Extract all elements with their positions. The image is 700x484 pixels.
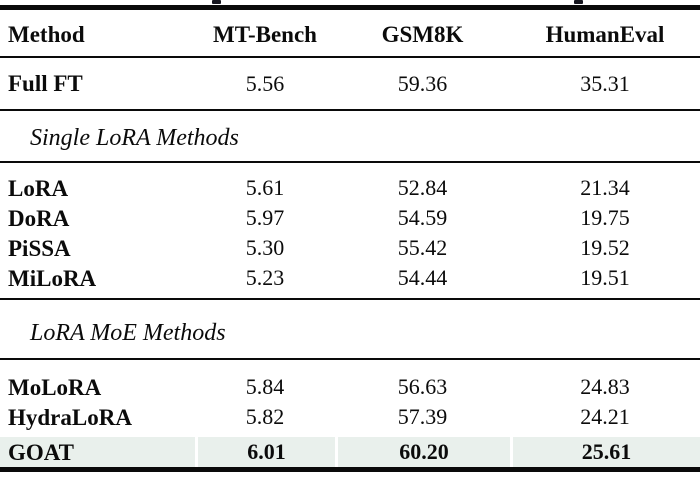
value-cell: 59.36 [397,70,448,96]
value-cell: 19.75 [580,205,630,230]
section-rule [0,161,700,163]
section-header-label: Single LoRA Methods [30,125,239,151]
section-rule [0,109,700,111]
method-cell: PiSSA [8,235,71,261]
value-cell: 5.56 [245,70,285,96]
value-cell: 24.83 [580,374,630,399]
table-row: DoRA 5.97 54.59 19.75 [0,203,700,233]
table-row: HydraLoRA 5.82 57.39 24.21 [0,402,700,432]
value-cell: 5.82 [245,404,285,429]
header-rule [0,56,700,58]
value-cell: 60.20 [335,437,510,467]
value-cell: 5.30 [245,235,285,260]
method-cell: LoRA [8,175,69,201]
value-cell: 21.34 [580,175,630,200]
value-cell: 25.61 [510,437,700,467]
cropped-caption-fragment [212,0,221,4]
method-cell: GOAT [0,437,195,467]
value-cell: 5.23 [245,265,285,290]
value-cell: 5.61 [245,175,285,200]
table-row: PiSSA 5.30 55.42 19.52 [0,233,700,263]
value-cell: 54.59 [397,205,448,230]
single-lora-rows: LoRA 5.61 52.84 21.34 DoRA 5.97 54.59 19… [0,163,700,298]
value-cell: 52.84 [397,175,448,200]
cropped-caption-fragment [574,0,583,4]
value-cell: 57.39 [397,404,448,429]
value-cell: 24.21 [580,404,630,429]
table-row: LoRA 5.61 52.84 21.34 [0,173,700,203]
lora-moe-rows: MoLoRA 5.84 56.63 24.83 HydraLoRA 5.82 5… [0,360,700,467]
column-header-mt-bench: MT-Bench [213,22,317,47]
method-cell: MiLoRA [8,265,97,291]
table-header-row: Method MT-Bench GSM8K HumanEval [0,10,700,56]
top-rule [0,5,700,10]
section-header-label: LoRA MoE Methods [30,320,226,346]
value-cell: 35.31 [580,70,630,96]
bottom-margin [0,472,700,477]
table-row: Full FT 5.56 59.36 35.31 [0,58,700,109]
value-cell: 19.52 [580,235,630,260]
table-row: MoLoRA 5.84 56.63 24.83 [0,372,700,402]
method-cell: HydraLoRA [8,404,132,430]
value-cell: 5.97 [245,205,285,230]
section-header-lora-moe: LoRA MoE Methods [0,300,700,358]
column-header-humaneval: HumanEval [545,22,665,47]
value-cell: 19.51 [580,265,630,290]
value-cell: 5.84 [245,374,285,399]
value-cell: 6.01 [195,437,335,467]
method-cell: MoLoRA [8,374,102,400]
section-rule [0,358,700,360]
column-header-gsm8k: GSM8K [381,22,464,47]
section-rule [0,298,700,300]
column-header-method: Method [8,22,85,47]
table-row: MiLoRA 5.23 54.44 19.51 [0,263,700,293]
results-table: Method MT-Bench GSM8K HumanEval Full FT … [0,5,700,477]
table-row-goat-highlighted: GOAT 6.01 60.20 25.61 [0,437,700,467]
bottom-rule [0,467,700,472]
value-cell: 54.44 [397,265,448,290]
method-cell: Full FT [8,71,83,96]
value-cell: 56.63 [397,374,448,399]
method-cell: DoRA [8,205,70,231]
section-header-single-lora: Single LoRA Methods [0,111,700,161]
value-cell: 55.42 [397,235,448,260]
